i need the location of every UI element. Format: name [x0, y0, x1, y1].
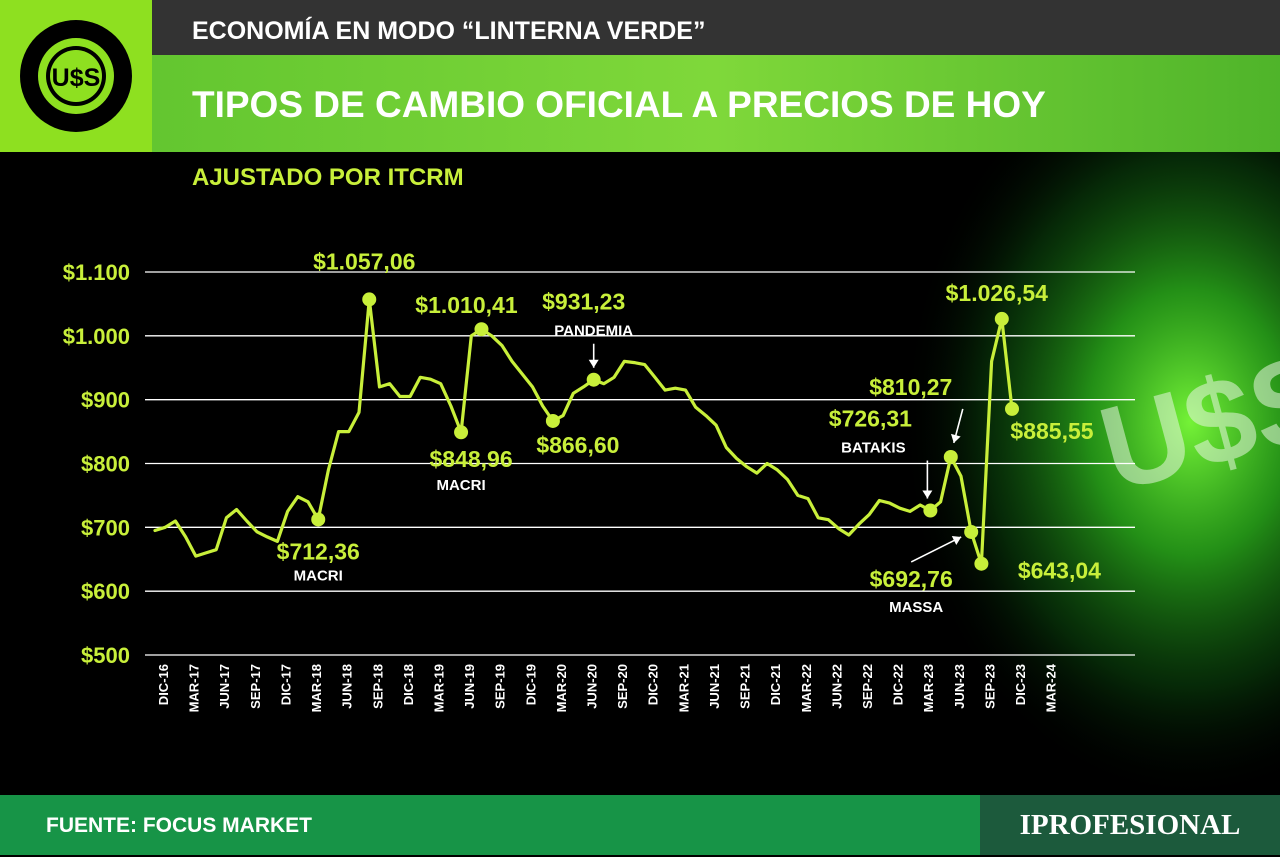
y-axis: $500 $600 $700 $800 $900 $1.000 $1.100 — [63, 260, 130, 668]
highlight-marker — [974, 556, 989, 571]
highlight-marker — [545, 413, 560, 428]
x-tick-label: SEP-20 — [615, 664, 630, 709]
data-label: $1.057,06 — [313, 248, 415, 274]
data-label: $931,23 — [542, 289, 625, 315]
x-tick-label: DIC-20 — [646, 664, 661, 705]
highlight-marker — [586, 372, 601, 387]
brand-name: IPROFESIONAL — [980, 795, 1280, 855]
logo-label: U$S — [52, 64, 101, 92]
y-tick-label: $900 — [81, 388, 130, 413]
x-tick-label: SEP-18 — [370, 664, 385, 709]
data-label: $712,36 — [277, 538, 360, 564]
x-tick-label: JUN-20 — [585, 664, 600, 709]
x-tick-label: JUN-19 — [462, 664, 477, 709]
x-tick-label: MAR-22 — [799, 664, 814, 712]
annotation-note: MACRI — [436, 477, 485, 494]
data-label: $848,96 — [430, 446, 513, 472]
y-tick-label: $1.100 — [63, 260, 130, 285]
y-tick-label: $1.000 — [63, 324, 130, 349]
data-label: $643,04 — [1018, 558, 1101, 584]
highlight-marker — [454, 425, 469, 440]
x-tick-label: DIC-22 — [891, 664, 906, 705]
highlight-marker — [923, 503, 938, 518]
data-label: $726,31 — [829, 406, 912, 432]
highlight-marker — [362, 292, 377, 307]
x-tick-label: MAR-24 — [1044, 663, 1059, 712]
x-tick-label: JUN-21 — [707, 664, 722, 709]
highlight-marker — [943, 449, 958, 464]
exchange-rate-chart: U$S $500 $600 $700 $800 $900 $1.000 $1.100 DIC… — [63, 152, 1280, 795]
annotations: $712,36 MACRI $1.057,06 $848,96 MACRI $1.010,… — [277, 248, 1102, 616]
x-tick-label: MAR-19 — [431, 664, 446, 712]
x-axis: DIC-16 MAR-17 JUN-17 SEP-17 DIC-17 MAR-18 JUN-… — [156, 663, 1059, 712]
x-tick-label: DIC-18 — [401, 664, 416, 705]
x-tick-label: MAR-17 — [187, 664, 202, 712]
data-label: $1.010,41 — [415, 292, 518, 318]
dollar-ring-logo-icon: U$S — [20, 20, 132, 132]
y-tick-label: $600 — [81, 579, 130, 604]
x-tick-label: MAR-23 — [921, 664, 936, 712]
page-title: TIPOS DE CAMBIO OFICIAL A PRECIOS DE HOY — [152, 55, 1280, 152]
highlight-marker — [994, 311, 1009, 326]
highlight-marker — [964, 524, 979, 539]
highlight-marker — [311, 512, 326, 527]
data-label: $866,60 — [536, 432, 619, 458]
source-note: FUENTE: FOCUS MARKET — [0, 795, 980, 855]
x-tick-label: SEP-21 — [738, 664, 753, 709]
x-tick-label: MAR-20 — [554, 664, 569, 712]
x-tick-label: SEP-17 — [248, 664, 263, 709]
x-tick-label: MAR-18 — [309, 664, 324, 712]
data-label: $885,55 — [1010, 418, 1093, 444]
data-label: $810,27 — [869, 374, 952, 400]
x-tick-label: JUN-22 — [829, 664, 844, 709]
x-tick-label: DIC-21 — [768, 664, 783, 705]
x-tick-label: SEP-23 — [982, 664, 997, 709]
x-tick-label: JUN-23 — [952, 664, 967, 709]
y-tick-label: $800 — [81, 452, 130, 477]
background-glow: U$S — [900, 152, 1280, 795]
annotation-note: BATAKIS — [841, 440, 905, 457]
annotation-arrowhead — [951, 536, 962, 546]
x-tick-label: JUN-18 — [340, 664, 355, 709]
x-tick-label: DIC-17 — [278, 664, 293, 705]
annotation-note: MACRI — [294, 567, 343, 584]
annotation-arrowhead — [588, 359, 599, 368]
x-tick-label: MAR-21 — [676, 664, 691, 712]
annotation-arrow — [910, 536, 962, 563]
x-tick-label: DIC-19 — [523, 664, 538, 705]
x-tick-label: JUN-17 — [217, 664, 232, 709]
y-tick-label: $500 — [81, 643, 130, 668]
series-line — [153, 297, 1014, 566]
data-label: $692,76 — [870, 566, 953, 592]
annotation-note: MASSA — [889, 599, 943, 616]
annotation-arrowhead — [950, 433, 961, 443]
data-label: $1.026,54 — [946, 280, 1049, 306]
annotation-note: PANDEMIA — [554, 323, 633, 340]
highlight-marker — [474, 322, 489, 337]
gridlines — [145, 271, 1135, 656]
x-tick-label: DIC-16 — [156, 664, 171, 705]
top-title: ECONOMÍA EN MODO “LINTERNA VERDE” — [152, 0, 1280, 55]
x-tick-label: SEP-19 — [493, 664, 508, 709]
brand-logo: U$S — [0, 0, 152, 152]
x-tick-label: DIC-23 — [1013, 664, 1028, 705]
y-tick-label: $700 — [81, 515, 130, 540]
chart-subtitle: AJUSTADO POR ITCRM — [192, 164, 464, 191]
annotation-arrowhead — [922, 490, 933, 499]
highlight-marker — [1005, 401, 1019, 416]
series-polyline — [153, 297, 1014, 566]
x-tick-label: SEP-22 — [860, 664, 875, 709]
